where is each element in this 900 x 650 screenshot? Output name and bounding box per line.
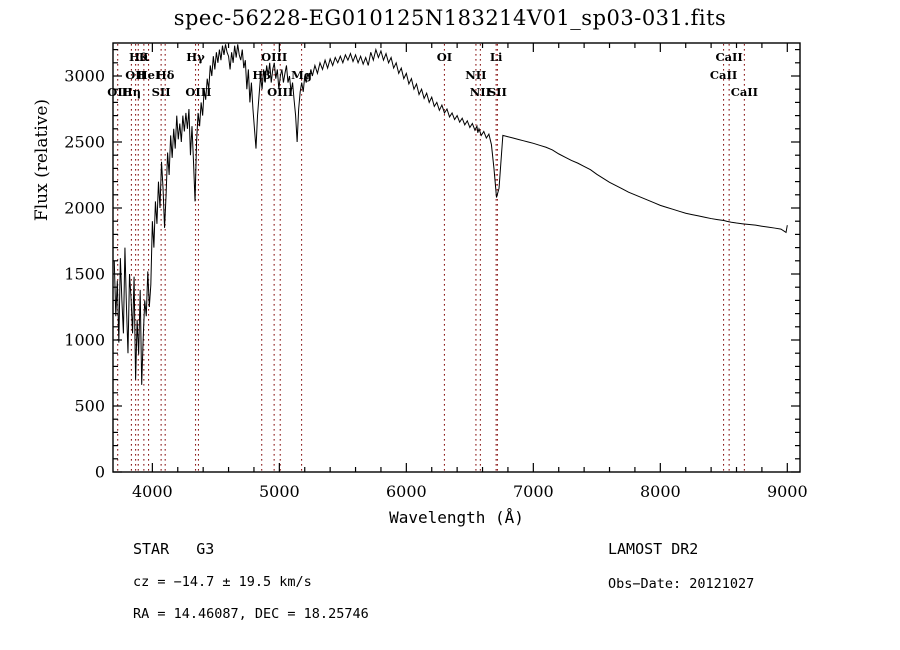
x-tick-label: 6000 xyxy=(385,482,427,501)
line-label-oii: OII xyxy=(107,85,129,99)
page-title: spec-56228-EG010125N183214V01_sp03-031.f… xyxy=(173,6,727,30)
axes-frame xyxy=(112,42,801,473)
cz-label: cz = −14.7 ± 19.5 km/s xyxy=(133,574,312,590)
line-label-sii: SII xyxy=(487,85,507,99)
x-tick-label: 8000 xyxy=(639,482,681,501)
line-label-h: Hβ xyxy=(252,68,271,82)
line-label-hei: HeI xyxy=(136,68,161,82)
line-label-oiii: OIII xyxy=(185,85,212,99)
line-label-oiii: OIII xyxy=(267,85,294,99)
line-label-k: K xyxy=(138,50,149,64)
y-tick-label: 1500 xyxy=(64,264,105,284)
y-tick-label: 0 xyxy=(94,462,105,482)
y-tick-label: 500 xyxy=(74,396,105,416)
line-label-caii: CaII xyxy=(730,85,759,99)
line-label-sii: SII xyxy=(151,85,171,99)
x-tick-label: 4000 xyxy=(132,482,173,501)
line-label-h: Hη xyxy=(121,85,142,99)
object-type-label: STAR G3 xyxy=(133,540,215,558)
line-label-caii: CaII xyxy=(715,50,743,64)
x-tick-label: 7000 xyxy=(512,482,554,501)
line-label-oi: OI xyxy=(436,50,453,64)
line-label-caii: CaII xyxy=(709,68,738,82)
spectrum-trace xyxy=(113,44,788,385)
line-label-h: Hγ xyxy=(186,50,205,64)
line-label-nii: NII xyxy=(465,68,487,82)
y-tick-label: 2500 xyxy=(64,132,105,152)
line-label-li: Li xyxy=(489,50,503,64)
line-label-oii: OII xyxy=(125,68,146,82)
line-label-oiii: OIII xyxy=(261,50,288,64)
x-tick-label: 9000 xyxy=(766,482,808,501)
line-marker-group xyxy=(117,44,745,471)
x-tick-label: 5000 xyxy=(258,482,300,501)
x-axis-label: Wavelength (Å) xyxy=(389,508,524,527)
line-label-nii: NII xyxy=(469,85,491,99)
line-label-mg: Mg xyxy=(291,68,312,82)
line-label-h: Hθ xyxy=(128,50,148,64)
obs-date-label: Obs−Date: 20121027 xyxy=(608,576,755,592)
y-tick-label: 3000 xyxy=(64,66,105,86)
y-tick-label: 1000 xyxy=(64,330,105,350)
y-tick-label: 2000 xyxy=(64,198,105,218)
axis-ticks-group xyxy=(113,43,800,473)
survey-label: LAMOST DR2 xyxy=(608,540,699,558)
coords-label: RA = 14.46087, DEC = 18.25746 xyxy=(133,606,369,622)
line-label-h: Hδ xyxy=(155,68,175,82)
